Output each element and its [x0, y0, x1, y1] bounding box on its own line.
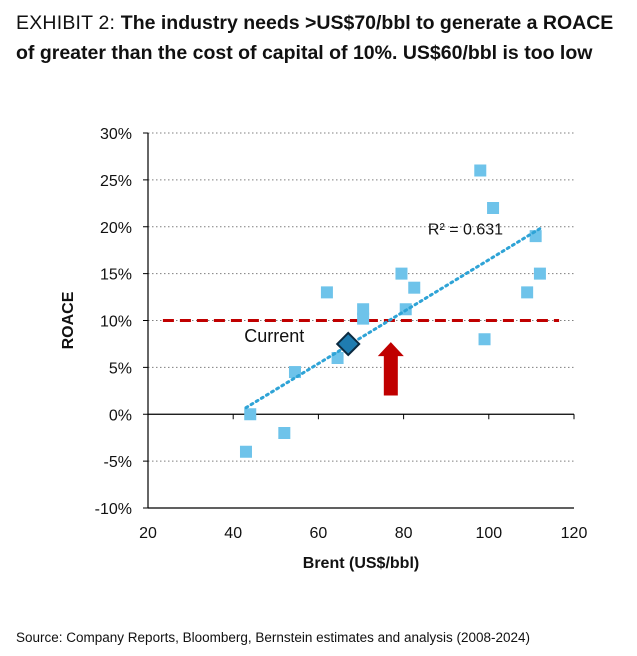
arrow-up-icon [377, 342, 404, 396]
scatter-point [320, 286, 333, 299]
data-points [239, 164, 546, 458]
scatter-point [395, 267, 408, 280]
y-tick-label: -10% [95, 501, 132, 518]
x-tick-label: 40 [224, 525, 242, 542]
scatter-point [244, 408, 257, 421]
y-tick-label: 20% [100, 220, 132, 237]
y-axis-title: ROACE [60, 291, 77, 349]
y-tick-label: 5% [109, 360, 132, 377]
scatter-point [278, 427, 291, 439]
trendline-group [244, 227, 542, 410]
annotations: R² = 0.631 Current [244, 222, 503, 396]
x-tick-label: 120 [561, 525, 588, 542]
y-tick-label: 10% [100, 314, 132, 331]
scatter-point [478, 333, 491, 346]
y-tick-label: -5% [104, 454, 132, 471]
scatter-point [474, 164, 487, 177]
r-squared-label: R² = 0.631 [428, 222, 503, 239]
scatter-point [357, 312, 370, 325]
chart-title: EXHIBIT 2: The industry needs >US$70/bbl… [16, 8, 621, 68]
x-axis-title: Brent (US$/bbl) [303, 555, 419, 572]
scatter-point [487, 202, 500, 214]
y-tick-label: 15% [100, 267, 132, 284]
scatter-point [239, 445, 252, 458]
scatter-point [357, 303, 370, 316]
x-tick-label: 100 [475, 525, 502, 542]
x-tick-label: 80 [395, 525, 413, 542]
scatter-point [533, 267, 546, 280]
y-tick-label: 30% [100, 126, 132, 143]
scatter-point [408, 281, 421, 294]
exhibit-label: EXHIBIT 2: [16, 12, 121, 34]
axis-labels: -10% -5% 0% 5% 10% 15% 20% 25% 30% 20 40 60 80 100 120… [60, 126, 587, 572]
scatter-chart: R² = 0.631 Current -10% -5% 0% 5% 10% 15% 20% 25… [60, 126, 587, 572]
axes [143, 132, 575, 509]
y-tick-label: 0% [109, 407, 132, 424]
scatter-point [521, 286, 534, 299]
y-tick-label: 25% [100, 173, 132, 190]
trendline [244, 227, 542, 410]
current-marker [335, 331, 361, 357]
x-tick-label: 60 [310, 525, 328, 542]
current-label: Current [244, 326, 304, 346]
source-note: Source: Company Reports, Bloomberg, Bern… [16, 630, 531, 645]
headline: The industry needs >US$70/bbl to generat… [16, 12, 614, 64]
x-tick-label: 20 [139, 525, 157, 542]
